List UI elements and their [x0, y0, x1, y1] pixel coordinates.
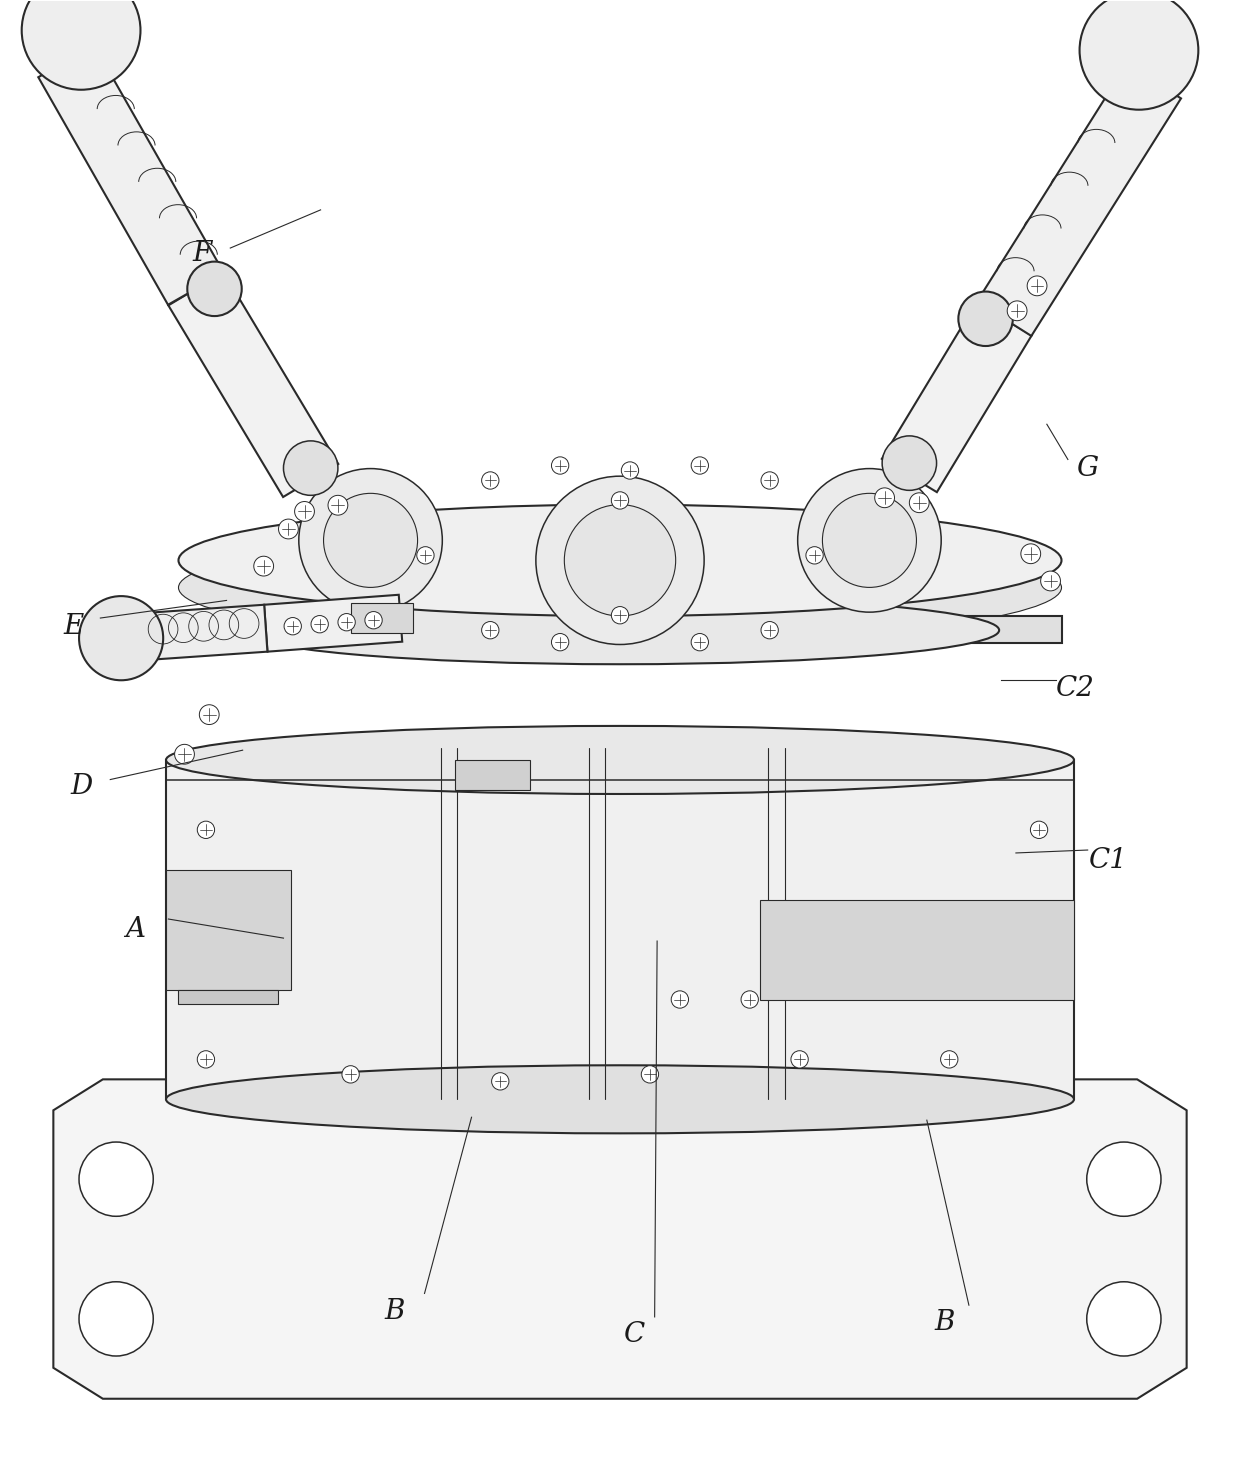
Circle shape: [22, 0, 140, 90]
Polygon shape: [977, 65, 1180, 335]
Circle shape: [200, 705, 219, 725]
Circle shape: [611, 491, 629, 509]
Circle shape: [791, 1050, 808, 1068]
Circle shape: [691, 634, 708, 650]
Text: A: A: [125, 916, 145, 943]
Circle shape: [536, 477, 704, 644]
Polygon shape: [179, 616, 1061, 643]
Text: C: C: [624, 1321, 646, 1347]
Circle shape: [806, 547, 823, 563]
Circle shape: [671, 991, 688, 1008]
Circle shape: [481, 472, 498, 490]
Ellipse shape: [179, 505, 1061, 616]
Circle shape: [822, 493, 916, 587]
Text: G: G: [1076, 455, 1099, 482]
Circle shape: [311, 615, 329, 633]
Polygon shape: [455, 761, 531, 790]
Text: C1: C1: [1089, 847, 1128, 874]
Polygon shape: [264, 594, 402, 652]
Circle shape: [909, 493, 929, 512]
Text: E: E: [63, 613, 83, 640]
Circle shape: [641, 1065, 658, 1083]
Circle shape: [329, 496, 347, 515]
Circle shape: [339, 613, 356, 631]
Polygon shape: [166, 761, 1074, 1099]
Circle shape: [941, 1050, 959, 1068]
Circle shape: [1080, 0, 1198, 110]
Circle shape: [254, 556, 274, 577]
Circle shape: [611, 606, 629, 624]
Circle shape: [1040, 571, 1060, 591]
Circle shape: [797, 469, 941, 612]
Ellipse shape: [241, 596, 999, 665]
Circle shape: [197, 821, 215, 838]
Circle shape: [761, 622, 779, 638]
Circle shape: [1086, 1281, 1161, 1356]
Circle shape: [552, 457, 569, 474]
Circle shape: [79, 1281, 154, 1356]
Circle shape: [342, 1065, 360, 1083]
Circle shape: [284, 441, 339, 496]
Circle shape: [761, 472, 779, 490]
Text: D: D: [71, 774, 93, 800]
Text: B: B: [384, 1297, 405, 1324]
Circle shape: [742, 991, 759, 1008]
Circle shape: [1007, 302, 1027, 321]
Polygon shape: [119, 605, 268, 662]
Text: B: B: [934, 1309, 955, 1336]
Circle shape: [959, 291, 1013, 346]
Ellipse shape: [166, 1065, 1074, 1133]
Polygon shape: [53, 1080, 1187, 1399]
Circle shape: [481, 622, 498, 638]
Circle shape: [324, 493, 418, 587]
Circle shape: [279, 519, 299, 538]
Circle shape: [417, 547, 434, 563]
Polygon shape: [760, 900, 1074, 999]
Circle shape: [882, 435, 936, 490]
Circle shape: [79, 1141, 154, 1217]
Circle shape: [1030, 821, 1048, 838]
Polygon shape: [882, 302, 1032, 493]
Circle shape: [79, 596, 164, 680]
Circle shape: [1021, 544, 1040, 563]
Circle shape: [299, 469, 443, 612]
Circle shape: [284, 618, 301, 635]
Polygon shape: [38, 46, 224, 304]
Circle shape: [491, 1072, 508, 1090]
Circle shape: [552, 634, 569, 650]
Polygon shape: [351, 603, 413, 633]
Polygon shape: [166, 869, 290, 990]
Polygon shape: [169, 272, 339, 497]
Ellipse shape: [166, 725, 1074, 794]
Circle shape: [365, 612, 382, 630]
Circle shape: [874, 488, 894, 507]
Circle shape: [175, 744, 195, 763]
Circle shape: [295, 502, 315, 521]
Text: F: F: [192, 240, 212, 268]
Circle shape: [564, 505, 676, 616]
Circle shape: [621, 462, 639, 480]
Circle shape: [1027, 277, 1047, 296]
Text: C2: C2: [1056, 675, 1095, 702]
Circle shape: [691, 457, 708, 474]
Circle shape: [1086, 1141, 1161, 1217]
Circle shape: [187, 262, 242, 316]
Polygon shape: [179, 990, 278, 1005]
Ellipse shape: [179, 533, 1061, 643]
Circle shape: [197, 1050, 215, 1068]
